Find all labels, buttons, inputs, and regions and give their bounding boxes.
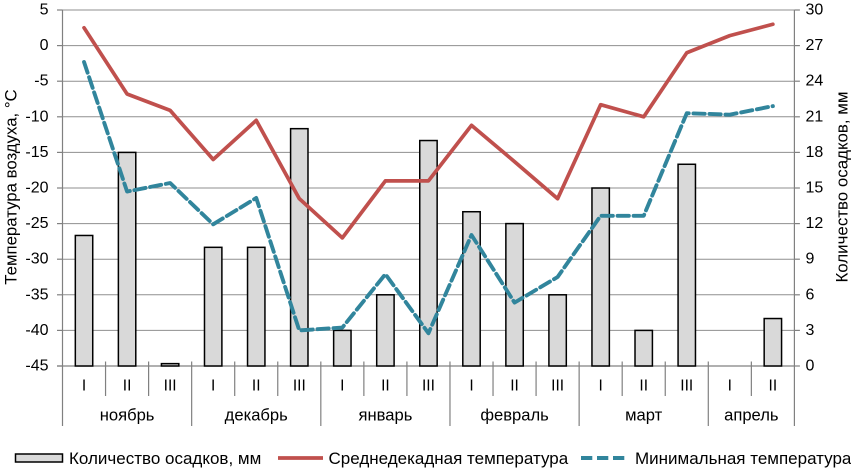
svg-text:I: I: [469, 378, 473, 395]
svg-text:-45: -45: [25, 358, 48, 375]
svg-text:5: 5: [40, 2, 49, 19]
svg-text:ноябрь: ноябрь: [100, 406, 155, 425]
svg-text:март: март: [625, 406, 663, 425]
svg-text:III: III: [293, 378, 306, 395]
svg-text:апрель: апрель: [724, 406, 778, 425]
svg-text:декабрь: декабрь: [225, 406, 288, 425]
svg-text:9: 9: [806, 251, 815, 268]
svg-text:II: II: [123, 378, 132, 395]
svg-text:-5: -5: [34, 73, 48, 90]
svg-text:Температура воздуха, °C: Температура воздуха, °C: [2, 89, 21, 284]
svg-text:Количество осадков, мм: Количество осадков, мм: [833, 91, 851, 282]
svg-text:-30: -30: [25, 251, 48, 268]
svg-text:III: III: [680, 378, 693, 395]
svg-text:3: 3: [806, 322, 815, 339]
svg-text:0: 0: [40, 37, 49, 54]
svg-text:27: 27: [806, 37, 824, 54]
svg-text:III: III: [422, 378, 435, 395]
svg-text:21: 21: [806, 108, 824, 125]
svg-text:6: 6: [806, 286, 815, 303]
svg-text:III: III: [164, 378, 177, 395]
svg-text:24: 24: [806, 73, 824, 90]
svg-text:Минимальная температура: Минимальная температура: [635, 449, 851, 468]
svg-text:I: I: [728, 378, 732, 395]
svg-text:II: II: [639, 378, 648, 395]
svg-text:III: III: [551, 378, 564, 395]
svg-text:Среднедекадная температура: Среднедекадная температура: [329, 449, 569, 468]
svg-text:18: 18: [806, 144, 824, 161]
svg-text:-35: -35: [25, 286, 48, 303]
svg-text:I: I: [211, 378, 215, 395]
svg-text:II: II: [252, 378, 261, 395]
svg-text:15: 15: [806, 180, 824, 197]
svg-text:Количество осадков, мм: Количество осадков, мм: [69, 449, 261, 468]
svg-text:12: 12: [806, 215, 824, 232]
svg-text:-25: -25: [25, 215, 48, 232]
svg-text:февраль: февраль: [480, 406, 548, 425]
svg-text:январь: январь: [358, 406, 412, 425]
svg-text:-15: -15: [25, 144, 48, 161]
svg-text:I: I: [340, 378, 344, 395]
svg-text:30: 30: [806, 2, 824, 19]
svg-text:I: I: [599, 378, 603, 395]
svg-text:0: 0: [806, 358, 815, 375]
svg-text:I: I: [82, 378, 86, 395]
svg-text:II: II: [381, 378, 390, 395]
svg-text:-10: -10: [25, 108, 48, 125]
svg-text:II: II: [510, 378, 519, 395]
svg-text:II: II: [769, 378, 778, 395]
svg-text:-40: -40: [25, 322, 48, 339]
svg-text:-20: -20: [25, 180, 48, 197]
